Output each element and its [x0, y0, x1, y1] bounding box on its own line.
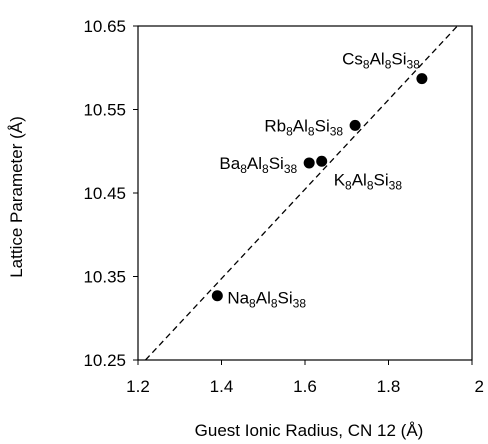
data-point [316, 155, 328, 167]
point-label: K8Al8Si38 [334, 170, 403, 192]
y-tick-label: 10.55 [83, 101, 126, 120]
y-tick-label: 10.45 [83, 184, 126, 203]
y-tick-label: 10.25 [83, 351, 126, 370]
y-tick-label: 10.65 [83, 17, 126, 36]
data-point [303, 157, 315, 169]
point-labels: Na8Al8Si38 Ba8Al8Si38 K8Al8Si38 Rb8Al8Si38 C… [219, 50, 420, 311]
x-tick-label: 1.4 [210, 377, 234, 396]
y-tick-labels: 10.25 10.35 10.45 10.55 10.65 [83, 17, 138, 370]
point-label: Rb8Al8Si38 [264, 116, 343, 138]
point-label: Cs8Al8Si38 [342, 50, 420, 72]
data-points [211, 73, 428, 302]
point-label: Na8Al8Si38 [227, 289, 306, 311]
data-point [416, 73, 428, 85]
x-tick-label: 1.6 [293, 377, 317, 396]
x-tick-labels: 1.2 1.4 1.6 1.8 2 [126, 360, 484, 396]
x-tick-label: 2 [475, 377, 484, 396]
x-tick-label: 1.8 [377, 377, 401, 396]
data-point [349, 119, 361, 131]
x-tick-label: 1.2 [126, 377, 150, 396]
point-label: Ba8Al8Si38 [219, 154, 297, 176]
data-point [211, 290, 223, 302]
y-axis-label: Lattice Parameter (Å) [7, 116, 26, 278]
trend-line [145, 25, 458, 361]
y-tick-label: 10.35 [83, 268, 126, 287]
x-axis-label: Guest Ionic Radius, CN 12 (Å) [195, 421, 424, 440]
